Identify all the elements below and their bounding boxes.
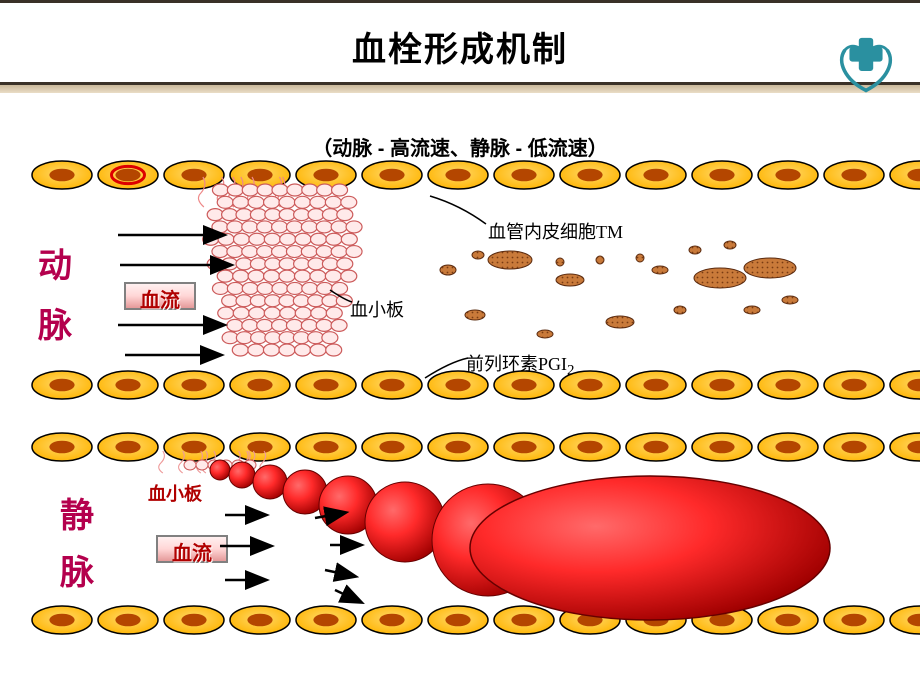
vein-label-1: 静: [60, 488, 94, 537]
top-rule: [0, 0, 920, 3]
vein-label-2: 脉: [60, 545, 94, 594]
page-title: 血栓形成机制: [0, 22, 920, 71]
flow-box-artery-text: 血流: [140, 290, 180, 312]
pgi2-label: 前列环素PGI2: [466, 350, 575, 380]
platelet-label-vein: 血小板: [148, 480, 202, 506]
pgi2-text: 前列环素PGI: [466, 354, 567, 374]
logo-icon: [830, 22, 902, 94]
diagram-canvas: [0, 0, 920, 690]
pgi2-sub: 2: [567, 363, 575, 379]
endothelial-label: 血管内皮细胞TM: [488, 218, 623, 244]
artery-label-2: 脉: [38, 298, 72, 347]
coagulation-label: 凝血系统: [592, 530, 704, 570]
platelet-label-artery: 血小板: [350, 296, 404, 322]
title-shadow: [0, 85, 920, 93]
flow-box-vein-text: 血流: [172, 543, 212, 565]
flow-box-vein: 血流: [156, 535, 228, 563]
flow-box-artery: 血流: [124, 282, 196, 310]
artery-label-1: 动: [38, 238, 72, 287]
page-subtitle: （动脉 - 高流速、静脉 - 低流速）: [0, 132, 920, 161]
endothelial-text: 血管内皮细胞TM: [488, 222, 623, 242]
